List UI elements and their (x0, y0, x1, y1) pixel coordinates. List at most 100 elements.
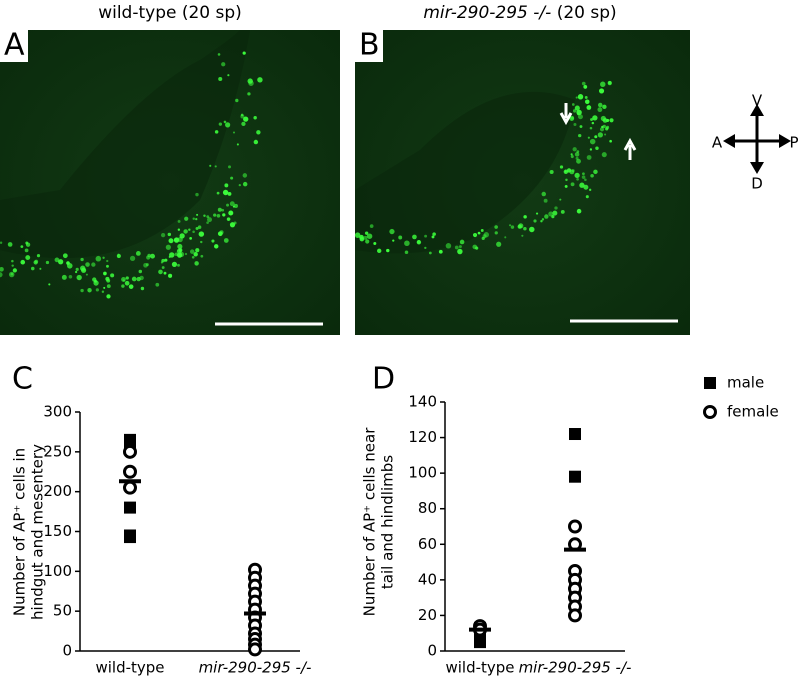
cell (389, 228, 395, 235)
cell (582, 172, 585, 176)
cell (477, 231, 481, 235)
cell (559, 165, 564, 169)
cell (129, 255, 136, 262)
cell (195, 248, 200, 253)
cell (124, 280, 130, 286)
cell (217, 207, 222, 212)
cell (74, 270, 78, 274)
cell (589, 138, 596, 145)
cell (192, 230, 195, 234)
cell (482, 234, 487, 239)
cell (213, 213, 217, 217)
panel-label: B (359, 28, 380, 63)
female-point (568, 608, 582, 623)
panel-title: mir-290-295 -/- (20 sp) (423, 3, 616, 23)
x-tick-label: mir-290-295 -/- (519, 659, 632, 677)
cell (253, 139, 259, 145)
female-point (123, 464, 137, 479)
label-box (0, 30, 28, 62)
cell (540, 220, 543, 223)
cell (584, 96, 588, 99)
cell (150, 253, 155, 259)
y-axis-label: tail and hindlimbs (379, 455, 397, 589)
cell (232, 131, 236, 134)
cell (521, 234, 524, 237)
cell (238, 183, 241, 187)
cell (218, 122, 223, 126)
cell (145, 263, 149, 267)
title-rest: (20 sp) (557, 3, 617, 23)
male-point (474, 636, 486, 649)
cell (256, 130, 261, 135)
x-tick-label: wild-type (445, 659, 514, 677)
cell (62, 253, 68, 259)
cell (122, 279, 126, 282)
panel-label: A (4, 28, 25, 63)
cell (544, 214, 549, 219)
cell (168, 238, 174, 244)
cell (195, 218, 198, 221)
cell (609, 118, 614, 123)
cell (581, 175, 586, 179)
cell (454, 245, 459, 250)
cell (571, 169, 575, 173)
cell (243, 116, 249, 122)
cell (240, 113, 244, 117)
cell (242, 173, 248, 178)
y-tick-label: 50 (53, 602, 72, 620)
legend-marker (703, 405, 717, 419)
cell (48, 283, 51, 286)
cell (597, 132, 604, 138)
cell (504, 236, 507, 239)
legend-label: male (727, 374, 764, 392)
cell (235, 98, 239, 103)
cell (517, 224, 522, 229)
panel-title: wild-type (20 sp) (98, 3, 242, 23)
cell (377, 248, 382, 254)
cell (45, 260, 50, 265)
cell (496, 241, 502, 247)
cell (76, 274, 82, 281)
cell (168, 273, 173, 278)
cell (177, 219, 181, 223)
cell (75, 267, 79, 271)
fluorescent-cells (0, 51, 614, 299)
cell (605, 127, 609, 131)
cell (223, 120, 227, 124)
cell (147, 253, 151, 258)
cell (58, 259, 64, 265)
y-tick-label: 80 (418, 499, 437, 517)
cell (392, 239, 395, 242)
cell (457, 248, 463, 255)
cell (103, 271, 107, 276)
cell (160, 261, 164, 264)
cell (510, 225, 515, 229)
y-tick-label: 0 (62, 642, 72, 660)
cell (222, 213, 226, 217)
cell (106, 259, 109, 263)
y-tick-label: 100 (408, 464, 437, 482)
cell (164, 258, 168, 262)
compass-label: A (712, 134, 723, 152)
y-tick-label: 40 (418, 570, 437, 588)
female-point (568, 519, 582, 534)
cell (226, 217, 231, 221)
x-tick-label: mir-290-295 -/- (199, 659, 312, 677)
cell (116, 254, 121, 259)
y-tick-label: 100 (43, 562, 72, 580)
cell (554, 206, 558, 210)
cell (39, 267, 42, 270)
cell (227, 74, 230, 77)
panel-label: D (372, 362, 395, 397)
y-axis-label: Number of AP⁺ cells in (11, 448, 29, 616)
cell (584, 178, 587, 182)
cell (594, 135, 598, 139)
cell (541, 191, 547, 197)
cell (0, 272, 3, 278)
label-box (355, 30, 383, 62)
female-point (123, 480, 137, 495)
cell (177, 228, 181, 231)
y-tick-label: 140 (408, 393, 437, 411)
cell (165, 244, 171, 250)
cell (200, 240, 203, 244)
